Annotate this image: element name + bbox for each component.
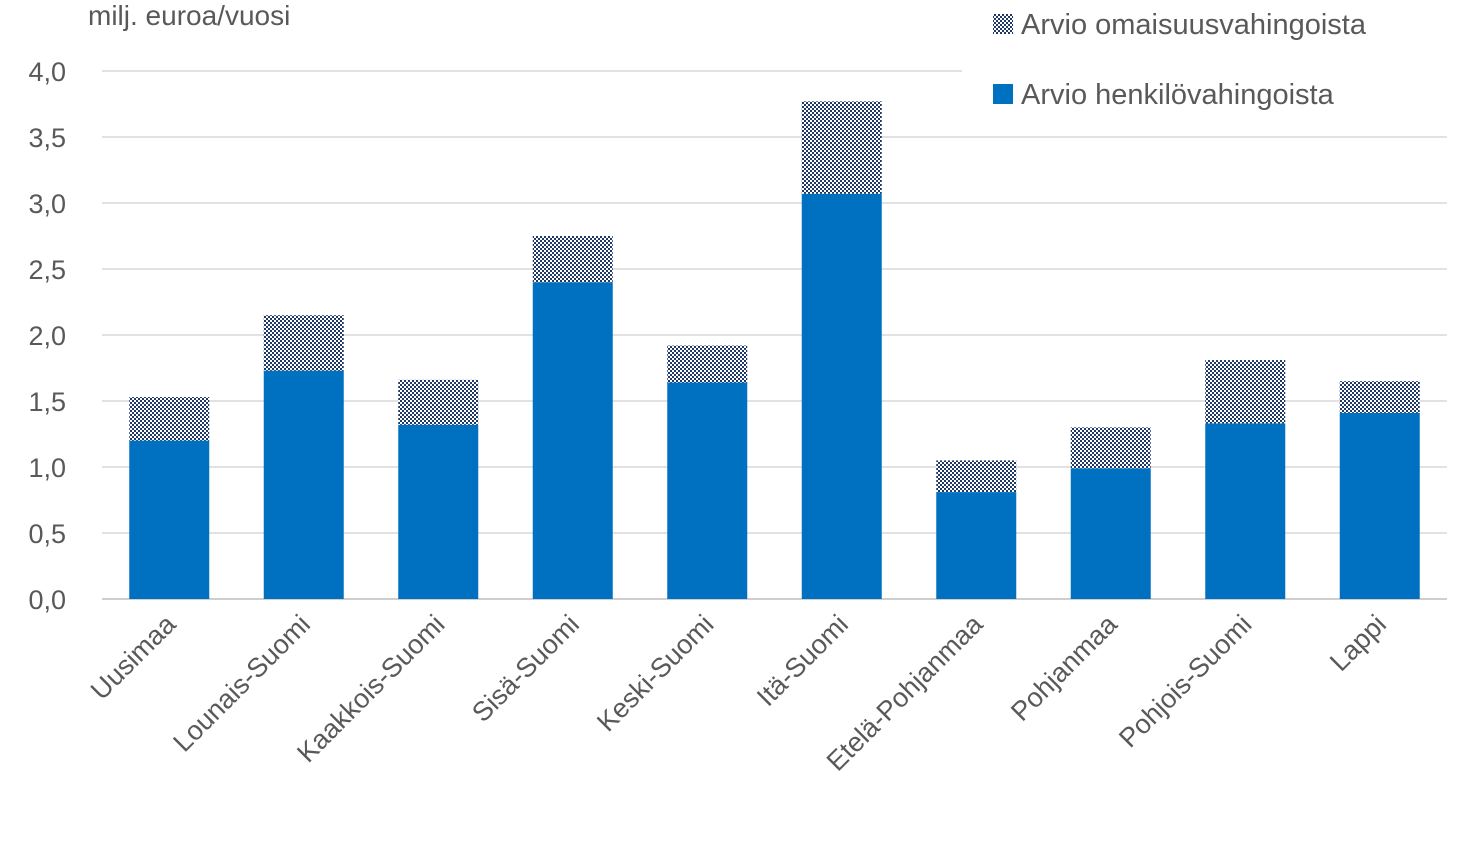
bar-personal-injury bbox=[263, 370, 344, 599]
y-tick-label: 3,0 bbox=[28, 189, 66, 219]
legend-label-property-damage: Arvio omaisuusvahingoista bbox=[1021, 9, 1367, 41]
bar-personal-injury bbox=[801, 193, 882, 599]
y-tick-label: 0,5 bbox=[28, 519, 66, 549]
bar-personal-injury bbox=[1339, 412, 1420, 599]
bar-property-damage bbox=[129, 397, 210, 441]
bar-personal-injury bbox=[1070, 468, 1151, 599]
bar-personal-injury bbox=[532, 282, 613, 599]
x-tick-label: Lounais-Suomi bbox=[167, 609, 316, 758]
bar-property-damage bbox=[801, 101, 882, 194]
x-tick-label: Pohjois-Suomi bbox=[1113, 609, 1257, 753]
x-tick-label: Lappi bbox=[1324, 609, 1392, 677]
y-tick-label: 2,5 bbox=[28, 255, 66, 285]
y-axis-title: milj. euroa/vuosi bbox=[88, 0, 290, 31]
y-tick-label: 1,0 bbox=[28, 453, 66, 483]
y-tick-label: 2,0 bbox=[28, 321, 66, 351]
y-tick-label: 4,0 bbox=[28, 57, 66, 87]
y-tick-label: 0,0 bbox=[28, 585, 66, 615]
bar-property-damage bbox=[667, 345, 748, 383]
legend: Arvio omaisuusvahingoista Arvio henkilöv… bbox=[962, 0, 1480, 120]
bar-property-damage bbox=[532, 236, 613, 283]
y-tick-labels: 0,0 0,5 1,0 1,5 2,0 2,5 3,0 3,5 4,0 bbox=[28, 57, 66, 615]
bar-property-damage bbox=[1070, 427, 1151, 469]
legend-label-personal-injury: Arvio henkilövahingoista bbox=[1021, 79, 1335, 111]
x-tick-label: Uusimaa bbox=[85, 608, 182, 705]
x-tick-label: Itä-Suomi bbox=[751, 609, 854, 712]
bar-property-damage bbox=[936, 460, 1017, 493]
bar-personal-injury bbox=[129, 440, 210, 599]
x-tick-label: Sisä-Suomi bbox=[466, 609, 585, 728]
y-tick-label: 3,5 bbox=[28, 123, 66, 153]
y-tick-label: 1,5 bbox=[28, 387, 66, 417]
bar-personal-injury bbox=[936, 492, 1017, 599]
x-tick-label: Keski-Suomi bbox=[591, 609, 719, 737]
bars bbox=[129, 101, 1420, 599]
bar-personal-injury bbox=[1205, 423, 1286, 599]
legend-swatch-property-damage bbox=[993, 14, 1013, 34]
legend-background bbox=[962, 0, 1480, 120]
bar-property-damage bbox=[398, 379, 479, 425]
bar-personal-injury bbox=[667, 382, 748, 599]
x-tick-label: Pohjanmaa bbox=[1005, 608, 1123, 726]
bar-property-damage bbox=[1205, 360, 1286, 424]
x-tick-label: Kaakkois-Suomi bbox=[291, 609, 450, 768]
bar-property-damage bbox=[1339, 381, 1420, 413]
bar-personal-injury bbox=[398, 424, 479, 599]
bar-property-damage bbox=[263, 315, 344, 371]
legend-swatch-personal-injury bbox=[993, 84, 1013, 104]
